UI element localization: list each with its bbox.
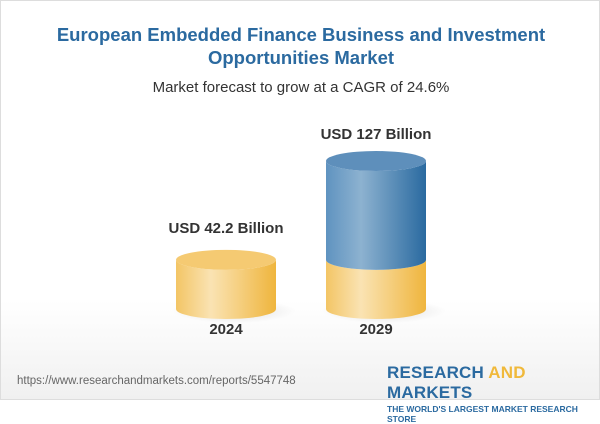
source-url[interactable]: https://www.researchandmarkets.com/repor… [17, 375, 296, 387]
data-label-2024: USD 42.2 Billion [168, 220, 283, 237]
logo-tagline: THE WORLD'S LARGEST MARKET RESEARCH STOR… [387, 404, 578, 424]
category-label-2024: 2024 [209, 321, 243, 338]
chart-subtitle: Market forecast to grow at a CAGR of 24.… [152, 79, 450, 96]
bar-2029-base [326, 259, 426, 319]
logo-word: RESEARCH [387, 363, 489, 382]
category-label-2029: 2029 [359, 321, 392, 338]
research-and-markets-logo: RESEARCH AND MARKETS THE WORLD'S LARGEST… [387, 363, 597, 424]
data-label-2029: USD 127 Billion [321, 126, 432, 143]
chart-title: European Embedded Finance Business and I… [56, 24, 546, 68]
bar-2029-growth-top [326, 151, 426, 171]
bar-2024 [176, 259, 276, 319]
bar-2029-growth [326, 161, 426, 270]
logo-word: MARKETS [387, 383, 473, 402]
chart: USD 42.2 Billion USD 127 Billion 2024 20… [168, 126, 446, 338]
bar-2024-top [176, 249, 276, 270]
logo-word: AND [488, 363, 526, 382]
